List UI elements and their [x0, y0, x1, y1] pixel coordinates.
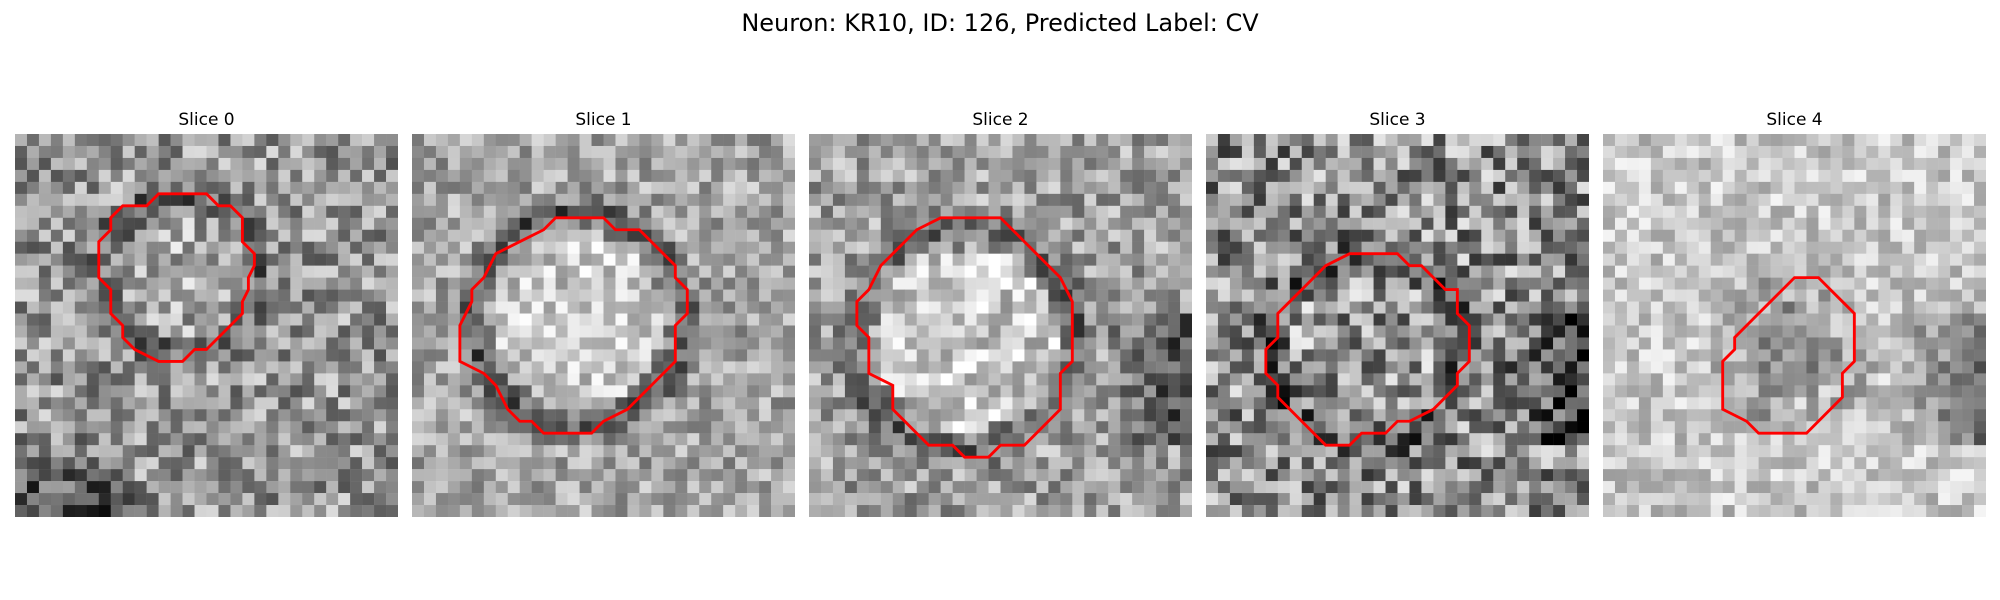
roi-contour — [855, 216, 1074, 459]
slice-image-2 — [809, 134, 1192, 517]
slice-pixels — [1206, 134, 1589, 517]
slice-pixels — [1603, 134, 1986, 517]
slice-panel-3: Slice 3 — [1206, 108, 1589, 517]
slice-title-4: Slice 4 — [1766, 110, 1823, 130]
slice-panel-1: Slice 1 — [412, 108, 795, 517]
slice-panel-4: Slice 4 — [1603, 108, 1986, 517]
slice-pixels — [412, 134, 795, 517]
slice-title-0: Slice 0 — [178, 110, 235, 130]
slice-pixels — [15, 134, 398, 517]
slice-image-1 — [412, 134, 795, 517]
roi-contour — [1721, 276, 1856, 435]
figure-title: Neuron: KR10, ID: 126, Predicted Label: … — [741, 9, 1259, 37]
slice-panel-0: Slice 0 — [15, 108, 398, 517]
slice-image-4 — [1603, 134, 1986, 517]
slice-image-3 — [1206, 134, 1589, 517]
roi-contour — [458, 216, 689, 435]
roi-contour — [97, 192, 256, 363]
slice-image-0 — [15, 134, 398, 517]
slice-title-1: Slice 1 — [575, 110, 632, 130]
slice-pixels — [809, 134, 1192, 517]
slice-title-2: Slice 2 — [972, 110, 1029, 130]
slice-panel-2: Slice 2 — [809, 108, 1192, 517]
roi-contour — [1264, 252, 1471, 447]
slice-title-3: Slice 3 — [1369, 110, 1426, 130]
